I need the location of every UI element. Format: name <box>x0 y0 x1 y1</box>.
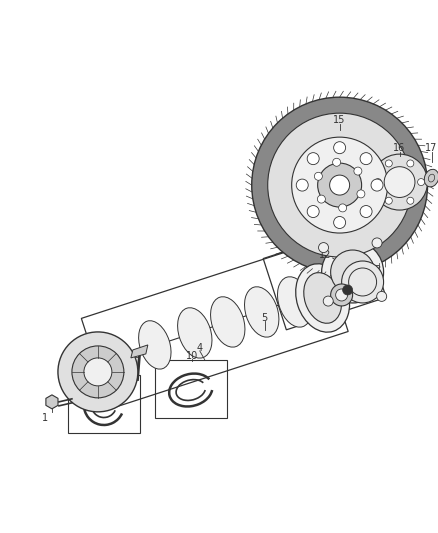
Circle shape <box>84 358 112 386</box>
Circle shape <box>331 284 353 306</box>
Circle shape <box>323 296 333 306</box>
Circle shape <box>296 179 308 191</box>
Circle shape <box>318 243 328 253</box>
Circle shape <box>252 97 427 273</box>
Ellipse shape <box>300 274 329 317</box>
Circle shape <box>371 154 427 210</box>
Circle shape <box>357 190 365 198</box>
Circle shape <box>318 195 325 203</box>
Bar <box>68 375 140 433</box>
Text: 7: 7 <box>101 365 107 375</box>
Text: 14: 14 <box>353 285 366 295</box>
Ellipse shape <box>331 250 374 294</box>
Text: 3: 3 <box>135 350 141 360</box>
Text: 5: 5 <box>261 313 268 323</box>
Circle shape <box>58 332 138 412</box>
Circle shape <box>330 175 350 195</box>
Text: 6: 6 <box>327 303 333 313</box>
Ellipse shape <box>244 287 279 337</box>
Circle shape <box>334 216 346 229</box>
Circle shape <box>307 206 319 217</box>
Ellipse shape <box>138 321 171 369</box>
Circle shape <box>385 197 392 204</box>
Circle shape <box>384 167 415 197</box>
Text: 17: 17 <box>425 143 438 153</box>
Bar <box>155 360 227 418</box>
Ellipse shape <box>424 169 438 187</box>
Circle shape <box>336 289 348 301</box>
Circle shape <box>407 160 414 167</box>
Ellipse shape <box>321 241 384 303</box>
Ellipse shape <box>296 264 350 332</box>
Ellipse shape <box>177 308 212 358</box>
Text: 11: 11 <box>349 277 361 287</box>
Circle shape <box>307 152 319 165</box>
Ellipse shape <box>342 261 384 303</box>
Ellipse shape <box>211 297 245 347</box>
Text: 15: 15 <box>333 115 346 125</box>
Circle shape <box>374 179 381 185</box>
Circle shape <box>407 197 414 204</box>
Circle shape <box>377 292 387 301</box>
Circle shape <box>360 152 372 165</box>
Circle shape <box>360 206 372 217</box>
Circle shape <box>292 137 388 233</box>
Circle shape <box>332 158 341 166</box>
Circle shape <box>417 179 424 185</box>
Circle shape <box>318 163 362 207</box>
Polygon shape <box>131 345 148 358</box>
Text: 13: 13 <box>370 265 382 275</box>
Text: 16: 16 <box>393 143 406 153</box>
Circle shape <box>314 172 322 180</box>
Circle shape <box>372 238 382 248</box>
Circle shape <box>385 160 392 167</box>
Circle shape <box>72 346 124 398</box>
Circle shape <box>334 142 346 154</box>
Text: 10: 10 <box>186 351 198 361</box>
Polygon shape <box>46 395 58 409</box>
Circle shape <box>343 285 353 295</box>
Text: 1: 1 <box>42 413 48 423</box>
Ellipse shape <box>278 277 312 327</box>
Circle shape <box>268 113 412 257</box>
Circle shape <box>371 179 383 191</box>
Text: 4: 4 <box>197 343 203 353</box>
Text: 12: 12 <box>318 250 331 260</box>
Text: 2: 2 <box>72 375 78 385</box>
Ellipse shape <box>304 273 342 324</box>
Circle shape <box>339 204 346 212</box>
Circle shape <box>354 167 362 175</box>
